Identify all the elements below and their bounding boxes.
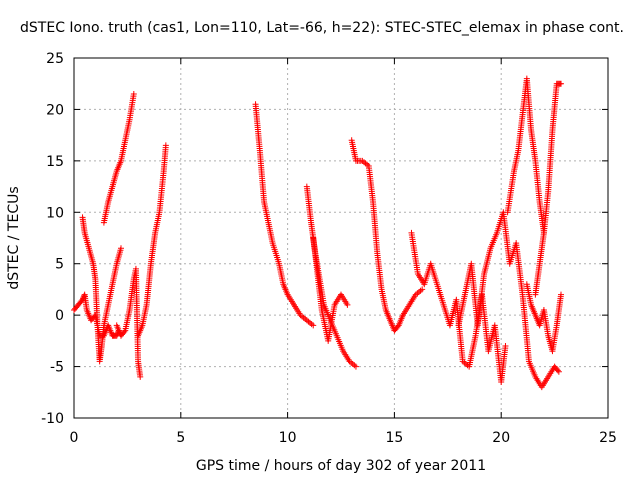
data-point (558, 291, 565, 298)
series-arc10 (408, 229, 509, 385)
x-tick-label: 25 (599, 430, 617, 446)
series-arc14 (523, 281, 565, 355)
series-arc13 (532, 80, 565, 298)
series-arc11 (455, 209, 562, 391)
tick-label-layer: 0 5 10 15 20 25 -10 -5 0 5 10 15 20 25 (41, 51, 617, 446)
x-tick-label: 15 (385, 430, 403, 446)
y-tick-label: 5 (55, 257, 64, 273)
series-arc12 (504, 75, 547, 236)
data-point (352, 363, 359, 370)
y-tick-label: 25 (46, 51, 64, 67)
chart-title: dSTEC Iono. truth (cas1, Lon=110, Lat=-6… (20, 20, 624, 36)
x-tick-label: 0 (70, 430, 79, 446)
series-arc7 (303, 183, 359, 370)
data-point (130, 91, 137, 97)
series-arc5 (135, 142, 169, 339)
series-arc9 (348, 137, 426, 334)
data-point (81, 292, 88, 299)
x-tick-label: 20 (492, 430, 510, 446)
y-tick-label: 10 (46, 205, 64, 221)
plot-frame (73, 57, 609, 419)
series-arc6 (252, 101, 317, 329)
series-arc2 (79, 214, 124, 365)
data-point (558, 80, 565, 87)
y-tick-label: 15 (46, 154, 64, 170)
y-axis-label: dSTEC / TECUs (6, 186, 22, 289)
data-point (419, 286, 426, 293)
data-point (162, 142, 169, 149)
data-point (310, 322, 317, 329)
tick-layer (73, 57, 609, 419)
y-tick-label: 0 (55, 308, 64, 324)
data-point (502, 343, 509, 349)
data-point (117, 245, 124, 252)
data-point (121, 328, 128, 335)
series-arc4 (113, 265, 144, 380)
data-point (79, 296, 86, 303)
x-tick-label: 10 (279, 430, 297, 446)
y-tick-label: -10 (41, 411, 64, 427)
x-tick-label: 5 (176, 430, 185, 446)
data-point (554, 367, 561, 374)
y-tick-label: -5 (50, 360, 64, 376)
points-layer (71, 75, 565, 391)
data-point (344, 301, 351, 308)
series-arc8 (310, 235, 351, 344)
x-axis-label: GPS time / hours of day 302 of year 2011 (196, 458, 486, 474)
data-point (137, 373, 144, 380)
series-arc3 (100, 91, 137, 226)
grid-layer (74, 58, 608, 418)
y-tick-label: 20 (46, 102, 64, 118)
data-point (555, 368, 562, 375)
